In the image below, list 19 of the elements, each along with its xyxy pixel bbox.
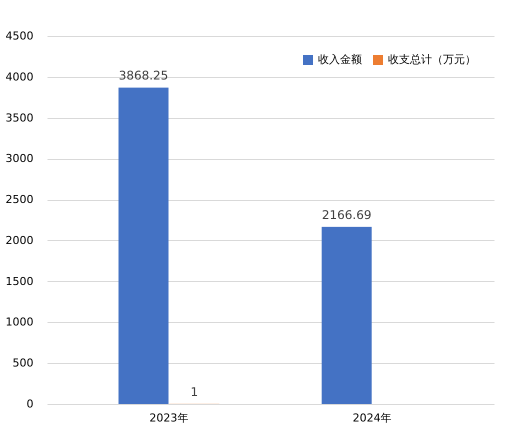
- data-label: 2166.69: [322, 208, 372, 222]
- x-tick-label: 2024年: [352, 412, 392, 424]
- y-tick-label: 0: [26, 398, 34, 410]
- legend-label: 收入金额: [318, 53, 362, 66]
- bar: [118, 88, 169, 404]
- y-tick-label: 4500: [6, 30, 34, 42]
- legend-label: 收支总计（万元）: [388, 53, 476, 66]
- x-tick-label: 2023年: [149, 412, 188, 424]
- data-label: 1: [190, 384, 198, 399]
- bar: [322, 226, 372, 404]
- y-tick-label: 2000: [6, 234, 34, 247]
- y-tick-label: 3000: [6, 152, 34, 166]
- data-label: 3868.25: [118, 68, 168, 83]
- y-tick-label: 4000: [6, 70, 34, 84]
- y-tick-label: 1000: [6, 316, 34, 329]
- y-tick-label: 500: [12, 356, 34, 370]
- y-tick-label: 3500: [6, 111, 34, 124]
- y-tick-label: 2500: [6, 193, 34, 206]
- y-tick-label: 1500: [6, 274, 34, 288]
